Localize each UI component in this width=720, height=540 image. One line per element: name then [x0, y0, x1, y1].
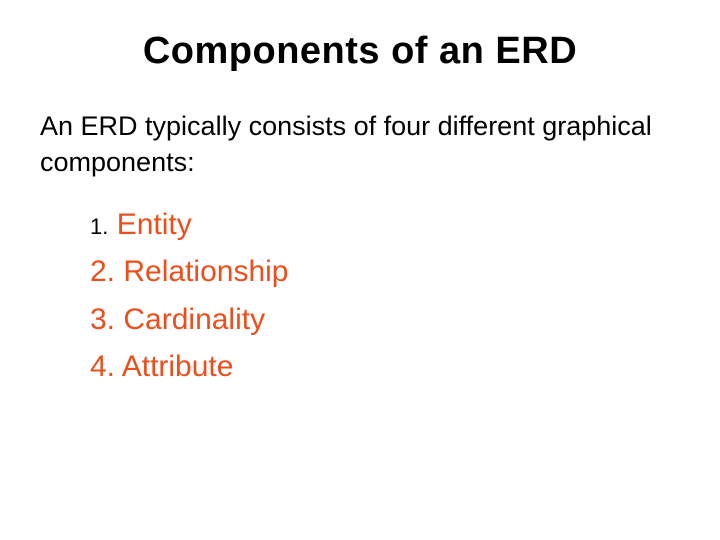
list-label: Entity	[117, 208, 192, 241]
list-number: 2.	[90, 255, 115, 288]
list-label: Cardinality	[123, 303, 265, 336]
list-item: 1. Entity	[90, 203, 680, 247]
list-item: 3. Cardinality	[90, 298, 680, 342]
intro-paragraph: An ERD typically consists of four differ…	[40, 108, 680, 181]
component-list: 1. Entity 2. Relationship 3. Cardinality…	[40, 203, 680, 389]
list-label: Attribute	[122, 350, 234, 383]
page-title: Components of an ERD	[40, 30, 680, 73]
list-number: 1.	[90, 214, 108, 239]
list-number: 4.	[90, 350, 115, 383]
list-number: 3.	[90, 303, 115, 336]
list-item: 2. Relationship	[90, 250, 680, 294]
list-label: Relationship	[123, 255, 288, 288]
list-item: 4. Attribute	[90, 345, 680, 389]
